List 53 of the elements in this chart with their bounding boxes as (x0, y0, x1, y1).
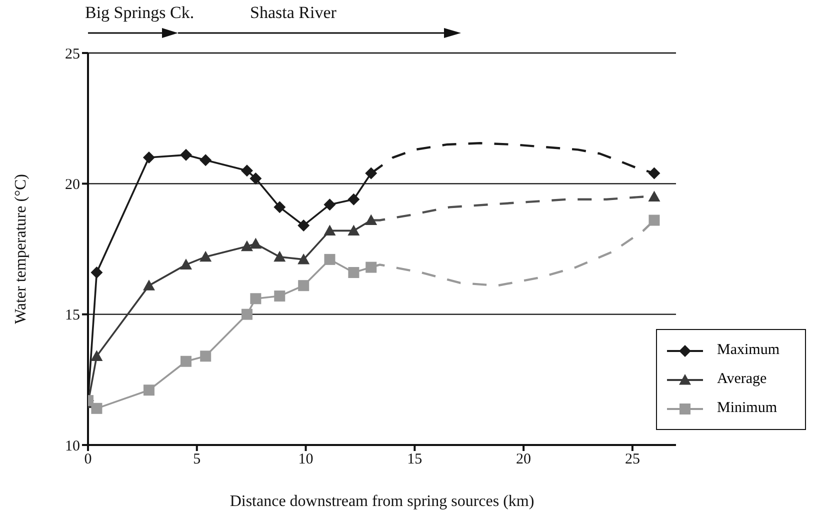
point (274, 201, 286, 214)
point (348, 224, 360, 236)
x-tick-label: 5 (193, 452, 201, 468)
y-tick-label: 15 (65, 308, 80, 324)
text: Big Springs Ck. (85, 3, 194, 23)
point (200, 154, 212, 166)
x-tick-label: 25 (624, 452, 640, 468)
point (250, 238, 262, 249)
point (298, 280, 310, 292)
point (324, 254, 336, 265)
point (348, 267, 360, 278)
x-tick-label: 20 (516, 452, 532, 468)
y-tick-label: 10 (65, 438, 80, 454)
point (366, 262, 377, 273)
text: Shasta River (250, 3, 336, 23)
point (274, 250, 286, 262)
point (91, 402, 102, 414)
point (324, 198, 336, 211)
y-tick-label: 25 (65, 46, 80, 62)
point (648, 214, 660, 226)
point (348, 193, 360, 206)
point (274, 290, 286, 302)
point (142, 152, 155, 164)
x-axis-title: Distance downstream from spring sources (km) (230, 493, 534, 510)
legend-label: Average (717, 371, 767, 388)
x-tick-label: 0 (84, 452, 92, 468)
point (250, 172, 262, 184)
point (90, 350, 103, 361)
y-tick-label: 20 (65, 176, 80, 193)
point (143, 384, 154, 396)
legend-label: Minimum (717, 400, 778, 417)
point (324, 224, 336, 236)
y-axis-title: Water temperature (°C) (12, 174, 30, 324)
point (240, 164, 253, 177)
point (200, 250, 212, 262)
point (180, 148, 192, 161)
legend-label: Maximum (717, 342, 780, 359)
point (648, 167, 660, 180)
point (200, 350, 212, 362)
point (90, 266, 103, 279)
point (365, 167, 378, 180)
point (180, 258, 192, 270)
point (250, 293, 262, 304)
point (142, 280, 155, 290)
point (648, 190, 660, 202)
x-tick-label: 15 (407, 452, 422, 468)
point (298, 219, 310, 232)
point (365, 214, 378, 226)
point (298, 253, 310, 264)
point (240, 240, 253, 252)
x-tick-label: 10 (298, 452, 314, 468)
point (241, 308, 252, 320)
point (180, 356, 192, 367)
